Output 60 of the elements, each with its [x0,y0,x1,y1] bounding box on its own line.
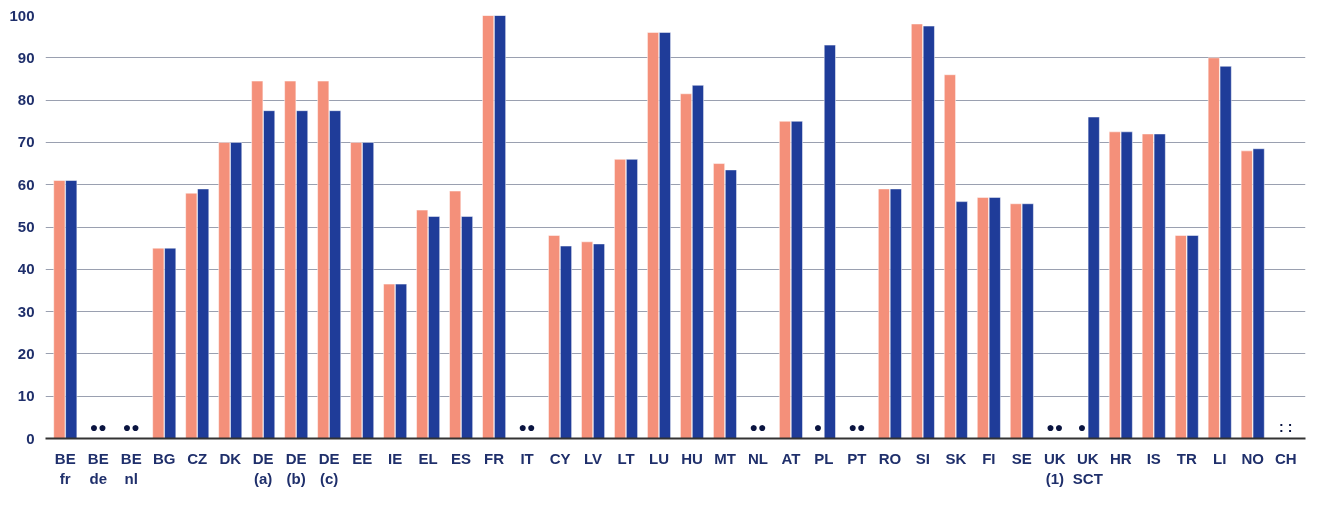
x-tick-label: RO [878,449,902,467]
x-tick-label: ES [451,449,472,467]
x-tick-label: IT [520,449,534,467]
x-tick-label: CY [549,449,571,467]
y-tick-label: 90 [17,48,35,66]
x-tick-label: DK [219,449,242,467]
y-tick-label: 100 [9,6,35,24]
y-tick-label: 80 [17,91,35,109]
bar [1087,116,1100,439]
x-tick-label: LI [1213,449,1227,467]
x-tick-label: IS [1146,449,1161,467]
annotation: : : [1279,418,1293,435]
x-tick-label: NL [747,449,768,467]
x-tick-label: EL [418,449,438,467]
x-tick-label: FI [982,449,996,467]
y-tick-label: 70 [17,133,35,151]
x-tick-label: CZ [187,449,208,467]
annotation: ●● [122,418,140,435]
x-tick-label: TR [1176,449,1197,467]
annotation: ● [813,418,823,435]
bar [823,44,836,439]
x-tick-label: UK (1) [1043,449,1066,487]
x-tick-label: EE [352,449,373,467]
x-tick-label: LU [649,449,670,467]
x-tick-label: UK SCT [1072,449,1103,487]
x-tick-label: HU [681,449,703,467]
x-tick-label: CH [1274,449,1297,467]
x-tick-label: PT [847,449,867,467]
y-tick-label: 0 [26,429,35,447]
x-tick-label: LV [584,449,603,467]
x-tick-label: SE [1011,449,1032,467]
x-tick-label: SI [915,449,930,467]
x-tick-label: HR [1109,449,1132,467]
annotation: ● [1077,418,1087,435]
x-tick-label: LT [617,449,635,467]
x-tick-label: BG [152,449,176,467]
annotation: ●● [1046,418,1064,435]
y-tick-label: 10 [17,387,35,405]
x-tick-label: IE [388,449,403,467]
x-tick-label: PL [814,449,834,467]
x-tick-label: DE (a) [252,449,274,487]
x-tick-label: SK [945,449,967,467]
x-tick-label: MT [714,449,736,467]
x-tick-label: BE de [87,449,109,487]
x-tick-label: DE (b) [285,449,307,487]
x-tick-label: NO [1241,449,1265,467]
y-tick-label: 40 [17,260,35,278]
annotation: ●● [518,418,536,435]
annotation: ●● [749,418,767,435]
y-tick-label: 60 [17,175,35,193]
annotation: ●● [848,418,866,435]
x-tick-label: AT [781,449,801,467]
x-tick-label: DE (c) [318,449,340,487]
y-tick-label: 30 [17,302,35,320]
x-tick-label: FR [484,449,505,467]
y-tick-label: 50 [17,218,35,235]
annotation: ●● [89,418,107,435]
x-tick-label: BE fr [54,449,76,487]
y-tick-label: 20 [17,344,35,362]
x-tick-label: BE nl [120,449,142,487]
